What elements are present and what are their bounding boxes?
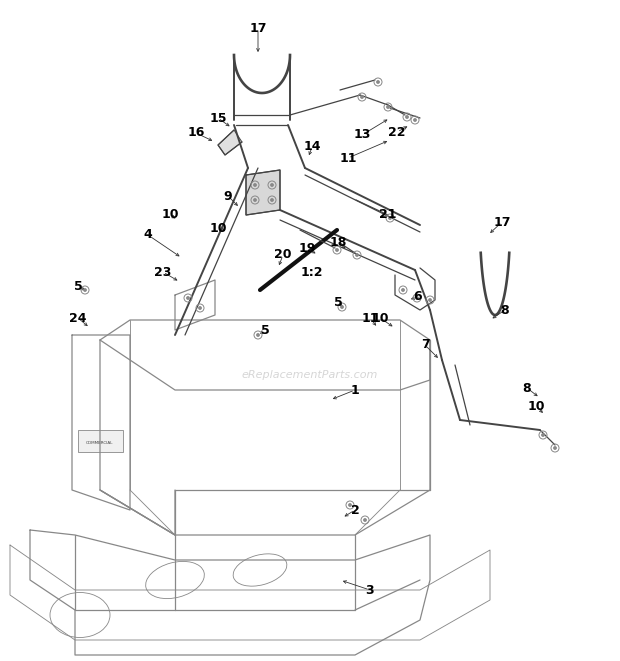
Circle shape — [271, 184, 273, 186]
Text: 6: 6 — [414, 290, 422, 303]
Text: 10: 10 — [527, 399, 545, 412]
FancyBboxPatch shape — [78, 430, 123, 452]
Text: 5: 5 — [260, 323, 269, 336]
Text: 18: 18 — [329, 237, 347, 249]
Circle shape — [356, 254, 358, 256]
Text: 21: 21 — [379, 208, 397, 221]
Polygon shape — [246, 170, 280, 215]
Circle shape — [414, 119, 416, 121]
Text: COMMERCIAL: COMMERCIAL — [86, 441, 113, 445]
Circle shape — [187, 297, 189, 299]
Text: 24: 24 — [69, 311, 87, 325]
Circle shape — [336, 249, 338, 251]
Text: 23: 23 — [154, 266, 172, 278]
Text: 7: 7 — [420, 338, 430, 352]
Text: 13: 13 — [353, 128, 371, 141]
Text: 1: 1 — [351, 383, 360, 397]
Text: 8: 8 — [501, 303, 509, 317]
Circle shape — [387, 106, 389, 108]
Text: 17: 17 — [249, 22, 267, 34]
Circle shape — [361, 96, 363, 98]
Text: 14: 14 — [303, 141, 321, 153]
Circle shape — [402, 289, 404, 292]
Text: 10: 10 — [210, 221, 227, 235]
Text: 15: 15 — [210, 112, 227, 124]
Text: 5: 5 — [334, 297, 342, 309]
Circle shape — [254, 199, 256, 201]
Text: 16: 16 — [187, 126, 205, 139]
Text: eReplacementParts.com: eReplacementParts.com — [242, 370, 378, 380]
Circle shape — [199, 307, 202, 309]
Polygon shape — [218, 130, 242, 155]
Circle shape — [84, 289, 86, 292]
Text: 8: 8 — [523, 381, 531, 395]
Text: 4: 4 — [144, 229, 153, 241]
Circle shape — [349, 504, 351, 506]
Text: 3: 3 — [366, 584, 374, 596]
Circle shape — [406, 116, 408, 118]
Circle shape — [341, 306, 343, 308]
Text: 10: 10 — [161, 208, 179, 221]
Text: 2: 2 — [351, 504, 360, 516]
Circle shape — [257, 334, 259, 336]
Text: 1:2: 1:2 — [301, 266, 323, 278]
Circle shape — [271, 199, 273, 201]
Text: 20: 20 — [274, 249, 292, 262]
Text: 11: 11 — [339, 151, 356, 165]
Text: 5: 5 — [74, 280, 82, 293]
Circle shape — [554, 447, 556, 449]
Circle shape — [389, 217, 391, 219]
Circle shape — [364, 519, 366, 522]
Circle shape — [542, 434, 544, 436]
Text: 10: 10 — [371, 311, 389, 325]
Text: 11: 11 — [361, 311, 379, 325]
Circle shape — [377, 81, 379, 83]
Circle shape — [416, 297, 419, 299]
Text: 22: 22 — [388, 126, 405, 139]
Text: 19: 19 — [298, 241, 316, 254]
Circle shape — [254, 184, 256, 186]
Text: 17: 17 — [494, 215, 511, 229]
Text: 9: 9 — [224, 190, 232, 202]
Circle shape — [429, 299, 431, 301]
